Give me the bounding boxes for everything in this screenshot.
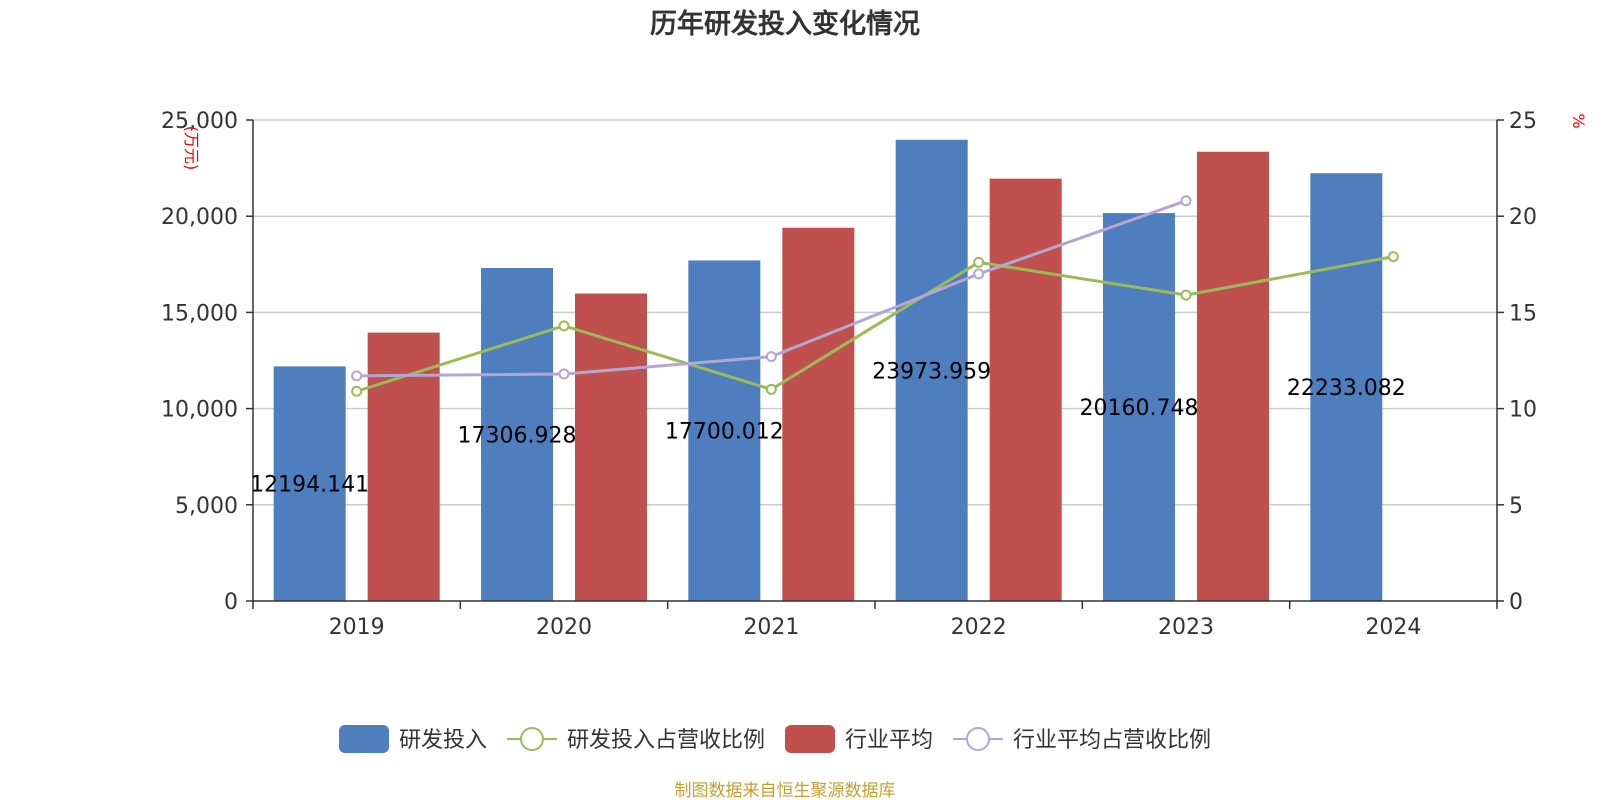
- legend-label: 研发投入: [399, 728, 487, 753]
- x-tick-label: 2020: [536, 615, 592, 640]
- line-point: [558, 320, 570, 332]
- bars: [273, 139, 1383, 601]
- right-tick-label: 5: [1509, 494, 1523, 519]
- data-labels: 12194.141 17306.928 17700.012 23973.959 2016…: [250, 359, 1406, 497]
- left-tick-label: 15,000: [161, 301, 238, 326]
- line-point: [351, 385, 363, 397]
- bar-data-label: 23973.959: [872, 359, 991, 384]
- bar-rd-investment: [895, 139, 968, 601]
- line-point: [973, 256, 985, 268]
- bar-industry-average: [575, 293, 647, 601]
- right-tick-label: 25: [1509, 109, 1537, 134]
- line-point: [765, 383, 777, 395]
- legend-label: 研发投入占营收比例: [567, 728, 765, 753]
- legend-label: 行业平均: [845, 728, 933, 753]
- bar-rd-investment: [481, 268, 553, 601]
- left-tick-label: 5,000: [175, 494, 238, 519]
- legend-swatch: [785, 725, 835, 753]
- left-tick-label: 10,000: [161, 398, 238, 423]
- line-rd-ratio: [356, 255, 1394, 393]
- line-point: [973, 268, 985, 280]
- left-tick-label: 20,000: [161, 205, 238, 230]
- line-point: [765, 351, 777, 363]
- bar-rd-investment: [1310, 173, 1383, 601]
- bar-industry-average: [989, 178, 1062, 601]
- x-tick-label: 2021: [743, 615, 799, 640]
- legend-swatch: [339, 725, 389, 753]
- right-tick-label: 10: [1509, 398, 1537, 423]
- bar-rd-investment: [273, 366, 346, 601]
- bar-data-label: 12194.141: [250, 473, 369, 498]
- legend: 研发投入 研发投入占营收比例 行业平均 行业平均占营收比例: [339, 725, 1211, 753]
- bar-rd-investment: [688, 260, 761, 601]
- line-series: [351, 195, 1399, 397]
- x-tick-label: 2024: [1365, 615, 1421, 640]
- line-point: [351, 370, 363, 382]
- right-tick-label: 15: [1509, 301, 1537, 326]
- legend-swatch-marker: [966, 727, 990, 751]
- bar-data-label: 20160.748: [1080, 396, 1199, 421]
- bar-data-label: 17700.012: [665, 420, 784, 445]
- bar-industry-average: [367, 332, 440, 601]
- left-tick-label: 25,000: [161, 109, 238, 134]
- grid-lines: [253, 119, 1497, 506]
- left-tick-label: 0: [224, 590, 238, 615]
- bar-data-label: 17306.928: [458, 424, 577, 449]
- legend-swatch-marker: [520, 727, 544, 751]
- right-tick-label: 0: [1509, 590, 1523, 615]
- x-tick-label: 2023: [1158, 615, 1214, 640]
- chart-title: 历年研发投入变化情况: [650, 8, 920, 40]
- right-axis-unit: %: [1569, 113, 1588, 128]
- right-tick-label: 20: [1509, 205, 1537, 230]
- line-point: [1180, 289, 1192, 301]
- legend-label: 行业平均占营收比例: [1013, 728, 1211, 753]
- line-point: [1387, 251, 1399, 263]
- x-tick-label: 2019: [329, 615, 385, 640]
- axes: 0 5,000 10,000 15,000 20,000 25,000 0 5 10 15 20 25…: [161, 109, 1537, 640]
- source-note: 制图数据来自恒生聚源数据库: [675, 781, 896, 800]
- bar-industry-average: [782, 227, 855, 601]
- line-point: [558, 368, 570, 380]
- bar-data-label: 22233.082: [1287, 376, 1406, 401]
- bar-industry-average: [1197, 151, 1269, 601]
- left-axis-unit: (万元): [182, 126, 201, 171]
- x-tick-label: 2022: [951, 615, 1007, 640]
- bar-rd-investment: [1103, 213, 1175, 601]
- line-point: [1180, 195, 1192, 207]
